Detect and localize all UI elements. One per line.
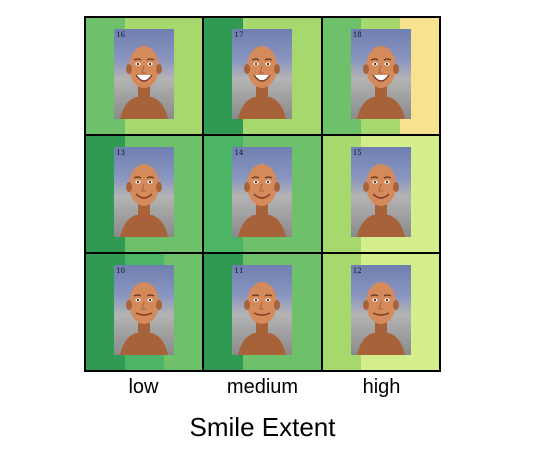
face-illustration (238, 46, 287, 119)
grid-cell: 13 (86, 136, 203, 252)
face-illustration (356, 164, 405, 237)
face-image: 12 (350, 265, 411, 355)
face-image: 14 (232, 147, 293, 237)
face-illustration (356, 282, 405, 355)
stimulus-grid: 16 17 18 13 14 15 10 11 12 (84, 16, 441, 372)
face-image: 11 (232, 265, 293, 355)
face-image: 16 (114, 29, 175, 119)
column-label-medium: medium (226, 376, 299, 398)
face-number: 15 (352, 149, 362, 157)
face-illustration (238, 282, 287, 355)
face-image: 18 (350, 29, 411, 119)
face-number: 11 (234, 267, 244, 275)
grid-cell: 10 (86, 254, 203, 370)
face-number: 16 (116, 31, 126, 39)
face-image: 17 (232, 29, 293, 119)
grid-cell: 18 (322, 18, 439, 134)
grid-cell: 11 (204, 254, 321, 370)
grid-cell: 15 (322, 136, 439, 252)
grid-cell: 14 (204, 136, 321, 252)
face-number: 12 (352, 267, 362, 275)
x-axis-title: Smile Extent (189, 412, 336, 442)
face-illustration (238, 164, 287, 237)
column-label-low: low (128, 376, 159, 398)
face-number: 14 (234, 149, 244, 157)
face-number: 10 (116, 267, 126, 275)
grid-cell: 12 (322, 254, 439, 370)
face-illustration (356, 46, 405, 119)
face-illustration (120, 164, 169, 237)
face-image: 15 (350, 147, 411, 237)
column-label-high: high (362, 376, 401, 398)
face-illustration (120, 46, 169, 119)
grid-cell: 17 (204, 18, 321, 134)
face-number: 18 (352, 31, 362, 39)
face-number: 13 (116, 149, 126, 157)
face-image: 13 (114, 147, 175, 237)
grid-cell: 16 (86, 18, 203, 134)
face-image: 10 (114, 265, 175, 355)
face-illustration (120, 282, 169, 355)
face-number: 17 (234, 31, 244, 39)
